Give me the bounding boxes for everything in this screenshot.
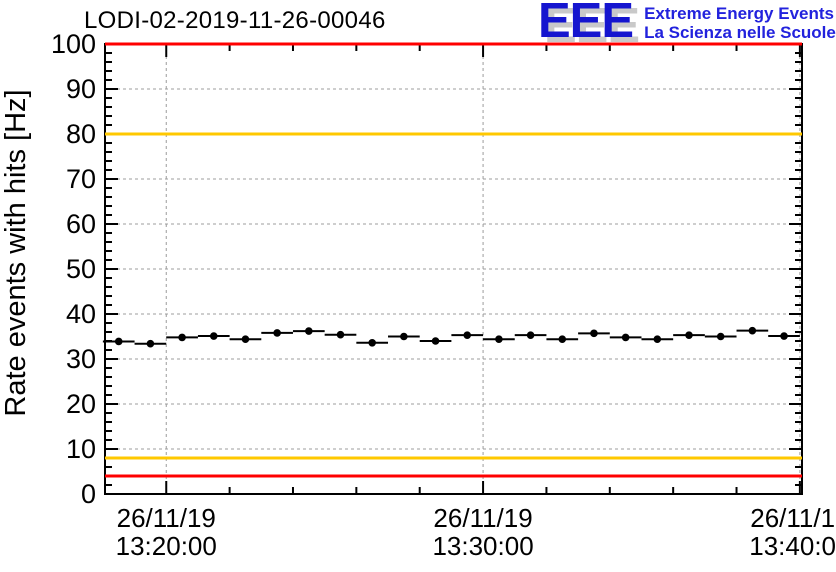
data-point [780, 332, 788, 340]
data-point [431, 337, 440, 345]
x-tick-label-date: 26/11/19 [750, 503, 836, 533]
y-tick-label: 70 [66, 164, 96, 194]
data-point [621, 333, 630, 342]
y-tick-label: 60 [66, 209, 96, 239]
x-tick-label-date: 26/11/19 [117, 503, 216, 533]
gridlines [105, 44, 802, 494]
data-point [495, 335, 503, 344]
y-axis-title: Rate events with hits [Hz] [0, 89, 32, 417]
eee-logo: EEE Extreme Energy Events La Scienza nel… [538, 0, 836, 48]
y-tick-label: 20 [66, 389, 96, 419]
axis-labels: 010203040506070809010026/11/1913:20:0026… [51, 29, 836, 561]
data-point [558, 335, 567, 344]
data-point [305, 327, 313, 335]
eee-logo-text: Extreme Energy Events La Scienza nelle S… [644, 1, 836, 42]
data-point [748, 326, 757, 335]
x-tick-label-time: 13:40:00 [749, 531, 836, 561]
data-point [114, 337, 123, 346]
data-point [146, 339, 155, 348]
data-point [716, 332, 725, 341]
data-point [590, 329, 598, 338]
data-point [400, 332, 408, 341]
x-tick-label-time: 13:30:00 [432, 531, 533, 561]
x-tick-label-date: 26/11/19 [433, 503, 532, 533]
y-tick-label: 80 [66, 119, 96, 149]
chart-title: LODI-02-2019-11-26-00046 [84, 7, 386, 34]
data-point [526, 331, 535, 339]
data-point [336, 330, 345, 339]
y-tick-label: 100 [51, 29, 96, 59]
eee-logo-line1: Extreme Energy Events [644, 4, 834, 23]
data-point [463, 331, 472, 339]
y-tick-label: 30 [66, 344, 96, 374]
x-tick-label-time: 13:20:00 [116, 531, 217, 561]
eee-logo-acronym: EEE [538, 0, 634, 48]
y-tick-label: 40 [66, 299, 96, 329]
threshold-lines [105, 42, 802, 478]
y-tick-label: 50 [66, 254, 96, 284]
data-point [368, 339, 376, 347]
eee-logo-line2: La Scienza nelle Scuole [644, 23, 836, 42]
data-point [653, 335, 662, 344]
data-series [102, 326, 800, 348]
y-tick-label: 0 [81, 479, 96, 509]
y-tick-label: 90 [66, 74, 96, 104]
data-point [178, 333, 186, 342]
data-point [209, 332, 218, 340]
data-point [273, 329, 281, 337]
data-point [241, 335, 250, 344]
data-point [685, 331, 693, 339]
y-tick-label: 10 [66, 434, 96, 464]
